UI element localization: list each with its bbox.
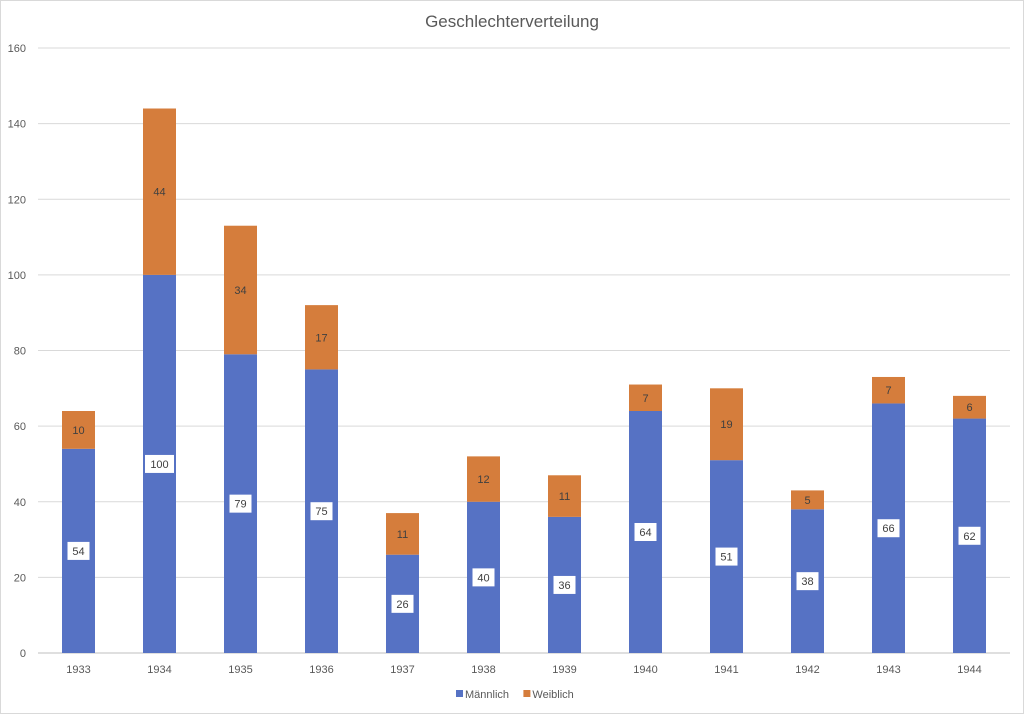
data-label: 7 [642,393,648,405]
bar-weiblich [791,490,824,510]
data-label: 62 [963,531,975,543]
y-tick-label: 60 [14,421,26,433]
data-label-box [958,526,981,545]
data-label-box [391,594,414,613]
x-tick-label: 1938 [471,664,495,676]
x-tick-label: 1941 [714,664,738,676]
data-label-box [877,519,900,538]
x-tick-label: 1943 [876,664,900,676]
data-label: 19 [720,419,732,431]
bar-weiblich [872,376,905,404]
x-tick-label: 1933 [66,664,90,676]
data-label: 6 [966,402,972,414]
data-label-box [67,541,90,560]
bar-weiblich [548,475,581,517]
bar-weiblich [386,513,419,555]
bar-weiblich [62,411,95,449]
data-label-box [310,502,333,521]
bar-weiblich [467,456,500,502]
data-label-box [715,547,738,566]
legend-label: Männlich [465,689,509,701]
legend-label: Weiblich [532,689,573,701]
y-tick-label: 0 [20,648,26,660]
data-label-box [472,568,495,587]
x-tick-label: 1937 [390,664,414,676]
data-label: 54 [72,546,84,558]
y-tick-label: 20 [14,572,26,584]
data-label: 7 [885,385,891,397]
x-tick-label: 1940 [633,664,657,676]
legend-swatch-männlich [456,690,463,697]
data-label: 11 [559,491,570,503]
data-label: 12 [477,474,489,486]
legend-swatch-weiblich [523,690,531,697]
data-label-box [634,523,657,541]
data-label: 44 [153,187,165,199]
data-label: 64 [639,527,651,539]
data-label-box [553,575,576,594]
data-label: 75 [315,506,327,518]
data-label: 38 [801,576,813,588]
data-label-box [796,572,819,591]
bar-weiblich [224,225,257,355]
y-tick-label: 140 [8,119,26,131]
data-label: 79 [234,499,246,511]
y-tick-label: 160 [8,43,26,55]
data-label: 17 [315,332,327,344]
x-tick-label: 1935 [228,664,252,676]
data-label: 10 [72,425,84,437]
data-label-box [145,454,174,473]
bar-weiblich [305,305,338,370]
data-label: 66 [882,523,894,535]
y-tick-label: 80 [14,346,26,358]
y-tick-label: 40 [14,497,26,509]
x-tick-label: 1934 [147,664,171,676]
data-label: 51 [720,552,732,564]
data-label: 5 [804,495,810,507]
data-label: 100 [150,459,168,471]
data-label: 11 [397,529,408,541]
bar-weiblich [629,384,662,411]
data-label: 40 [477,572,489,584]
bar-weiblich [710,388,743,461]
data-label: 26 [396,599,408,611]
x-tick-label: 1936 [309,664,333,676]
data-label: 36 [558,580,570,592]
chart-title: Geschlechterverteilung [425,12,599,31]
bar-weiblich [953,395,986,419]
y-tick-label: 120 [8,194,26,206]
x-tick-label: 1944 [957,664,981,676]
data-label: 34 [234,285,246,297]
y-tick-label: 100 [8,270,26,282]
x-tick-label: 1942 [795,664,819,676]
bar-weiblich [143,108,176,275]
x-tick-label: 1939 [552,664,576,676]
data-label-box [229,494,252,513]
